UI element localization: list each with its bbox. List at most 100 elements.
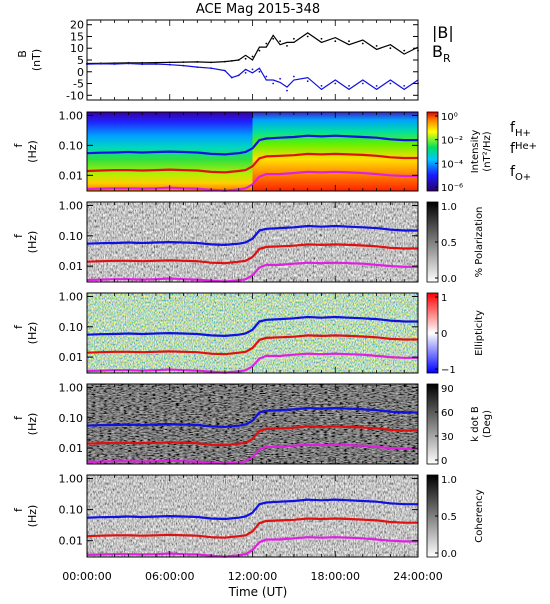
data-point bbox=[113, 63, 116, 65]
gyro-line-f_h-plus bbox=[86, 406, 418, 429]
colorbar-tick-label: 0 bbox=[441, 456, 447, 467]
colorbar-tick-label: 0.0 bbox=[441, 549, 457, 560]
data-point bbox=[127, 62, 130, 65]
gyro-line-f_he-plus bbox=[86, 243, 418, 265]
gyro-line-f_he-plus bbox=[86, 425, 418, 447]
y-tick-label: 1.00 bbox=[59, 381, 84, 394]
data-point bbox=[251, 68, 254, 71]
colorbar-label: k dot B bbox=[470, 406, 481, 442]
colorbar-tick-label: 0.5 bbox=[441, 238, 457, 249]
colorbar-tick-label: 10⁻⁶ bbox=[441, 183, 463, 194]
figure-title: ACE Mag 2015-348 bbox=[196, 2, 320, 17]
data-point bbox=[258, 70, 261, 73]
data-point bbox=[375, 85, 378, 87]
data-point bbox=[141, 61, 144, 64]
gyro-line-f_h-plus bbox=[86, 315, 418, 338]
colorbar-tick-label: 30 bbox=[441, 432, 454, 443]
data-point bbox=[196, 66, 199, 68]
y-tick-label: 20 bbox=[70, 19, 84, 32]
data-point bbox=[334, 82, 337, 85]
y-axis-label: f bbox=[12, 142, 25, 147]
gyro-line-f_h-plus bbox=[86, 224, 418, 247]
x-tick-label: 24:00:00 bbox=[393, 570, 442, 583]
data-point bbox=[361, 82, 364, 85]
heatmap-bg-right bbox=[252, 112, 418, 191]
colorbar-tick-label: 0.5 bbox=[441, 512, 457, 523]
y-tick-label: 0 bbox=[77, 66, 84, 79]
data-point bbox=[320, 37, 323, 40]
data-point bbox=[210, 61, 213, 64]
data-point bbox=[293, 37, 295, 40]
y-tick-label: 15 bbox=[70, 30, 84, 43]
y-tick-label: 0.10 bbox=[59, 230, 84, 243]
colorbar-tick-label: 1 bbox=[441, 293, 447, 304]
data-point bbox=[265, 75, 268, 78]
data-point bbox=[141, 63, 144, 66]
legend-f-o: fO+ bbox=[510, 164, 531, 183]
legend-b-radial: BR bbox=[432, 42, 451, 65]
y-tick-label: 0.01 bbox=[59, 442, 84, 455]
panel-ellipticity: 1.00 0.10 0.01 f (Hz) 1 0 −1 Ellipticity bbox=[12, 290, 485, 376]
colorbar-label: Coherency bbox=[474, 489, 485, 542]
y-tick-label: 5 bbox=[77, 54, 84, 67]
data-point bbox=[224, 69, 226, 72]
y-tick-label: 0.10 bbox=[59, 139, 84, 152]
y-tick-label: 0.01 bbox=[59, 169, 84, 182]
gyro-line-f_o-plus bbox=[86, 352, 418, 374]
data-point bbox=[348, 85, 350, 87]
panel-k-dot-b: 1.00 0.10 0.01 f (Hz) 90 60 30 0 k dot B (Deg) bbox=[12, 381, 493, 467]
panel-coherency: 1.00 0.10 0.01 f (Hz) 1.0 0.5 0.0 Coherency bbox=[12, 473, 485, 560]
x-axis-label: Time (UT) bbox=[228, 585, 288, 599]
gyro-line-f_o-plus bbox=[86, 261, 418, 283]
x-tick-label: 18:00:00 bbox=[311, 570, 360, 583]
data-point bbox=[237, 59, 240, 61]
y-tick-label: -5 bbox=[73, 78, 84, 91]
data-point bbox=[168, 63, 171, 66]
data-point bbox=[320, 85, 323, 87]
colorbar-label: % Polarization bbox=[474, 207, 485, 278]
data-point bbox=[244, 57, 247, 60]
data-point bbox=[279, 40, 281, 43]
data-point bbox=[196, 61, 199, 63]
y-axis-unit: (Hz) bbox=[26, 231, 39, 254]
data-point bbox=[244, 72, 247, 74]
y-tick-label: 0.01 bbox=[59, 351, 84, 364]
data-point bbox=[182, 64, 185, 67]
colorbar-tick-label: 10⁻⁴ bbox=[441, 159, 463, 170]
data-point bbox=[389, 47, 392, 50]
y-tick-label: 1.00 bbox=[59, 473, 84, 486]
data-point bbox=[230, 60, 233, 62]
data-point bbox=[182, 61, 185, 63]
series-line-b-total bbox=[86, 32, 419, 65]
y-tick-label: 1.00 bbox=[59, 109, 84, 122]
y-tick-label: 0.01 bbox=[59, 535, 84, 548]
data-point bbox=[293, 75, 295, 78]
colorbar-intensity bbox=[426, 111, 439, 192]
gyro-line-f_he-plus bbox=[86, 517, 418, 539]
x-axis: 00:00:00 06:00:00 12:00:00 18:00:00 24:00:00 bbox=[62, 570, 442, 583]
colorbar-tick-label: −1 bbox=[441, 365, 456, 376]
colorbar-unit: (nT²/Hz) bbox=[482, 131, 493, 171]
colorbar-label: Intensity bbox=[470, 130, 481, 174]
y-axis-label: f bbox=[12, 415, 25, 420]
gyro-line-f_o-plus bbox=[86, 443, 418, 465]
x-tick-label: 12:00:00 bbox=[228, 570, 277, 583]
y-tick-label: 0.10 bbox=[59, 504, 84, 517]
data-point bbox=[237, 74, 240, 77]
data-point bbox=[306, 35, 309, 38]
data-point bbox=[272, 82, 275, 85]
y-tick-label: 0.01 bbox=[59, 260, 84, 273]
y-axis-unit: (Hz) bbox=[26, 322, 39, 345]
colorbar-tick-label: 10⁻² bbox=[441, 136, 463, 147]
colorbar-tick-label: 90 bbox=[441, 384, 454, 395]
colorbar-label: Ellipticity bbox=[474, 310, 485, 356]
data-point bbox=[334, 40, 337, 43]
data-point bbox=[155, 63, 157, 65]
gyro-line-f_h-plus bbox=[86, 134, 418, 156]
data-point bbox=[389, 82, 392, 85]
y-tick-label: 10 bbox=[70, 42, 84, 55]
y-axis-label: f bbox=[12, 233, 25, 238]
y-tick-label: 1.00 bbox=[59, 199, 84, 212]
data-point bbox=[265, 42, 268, 45]
